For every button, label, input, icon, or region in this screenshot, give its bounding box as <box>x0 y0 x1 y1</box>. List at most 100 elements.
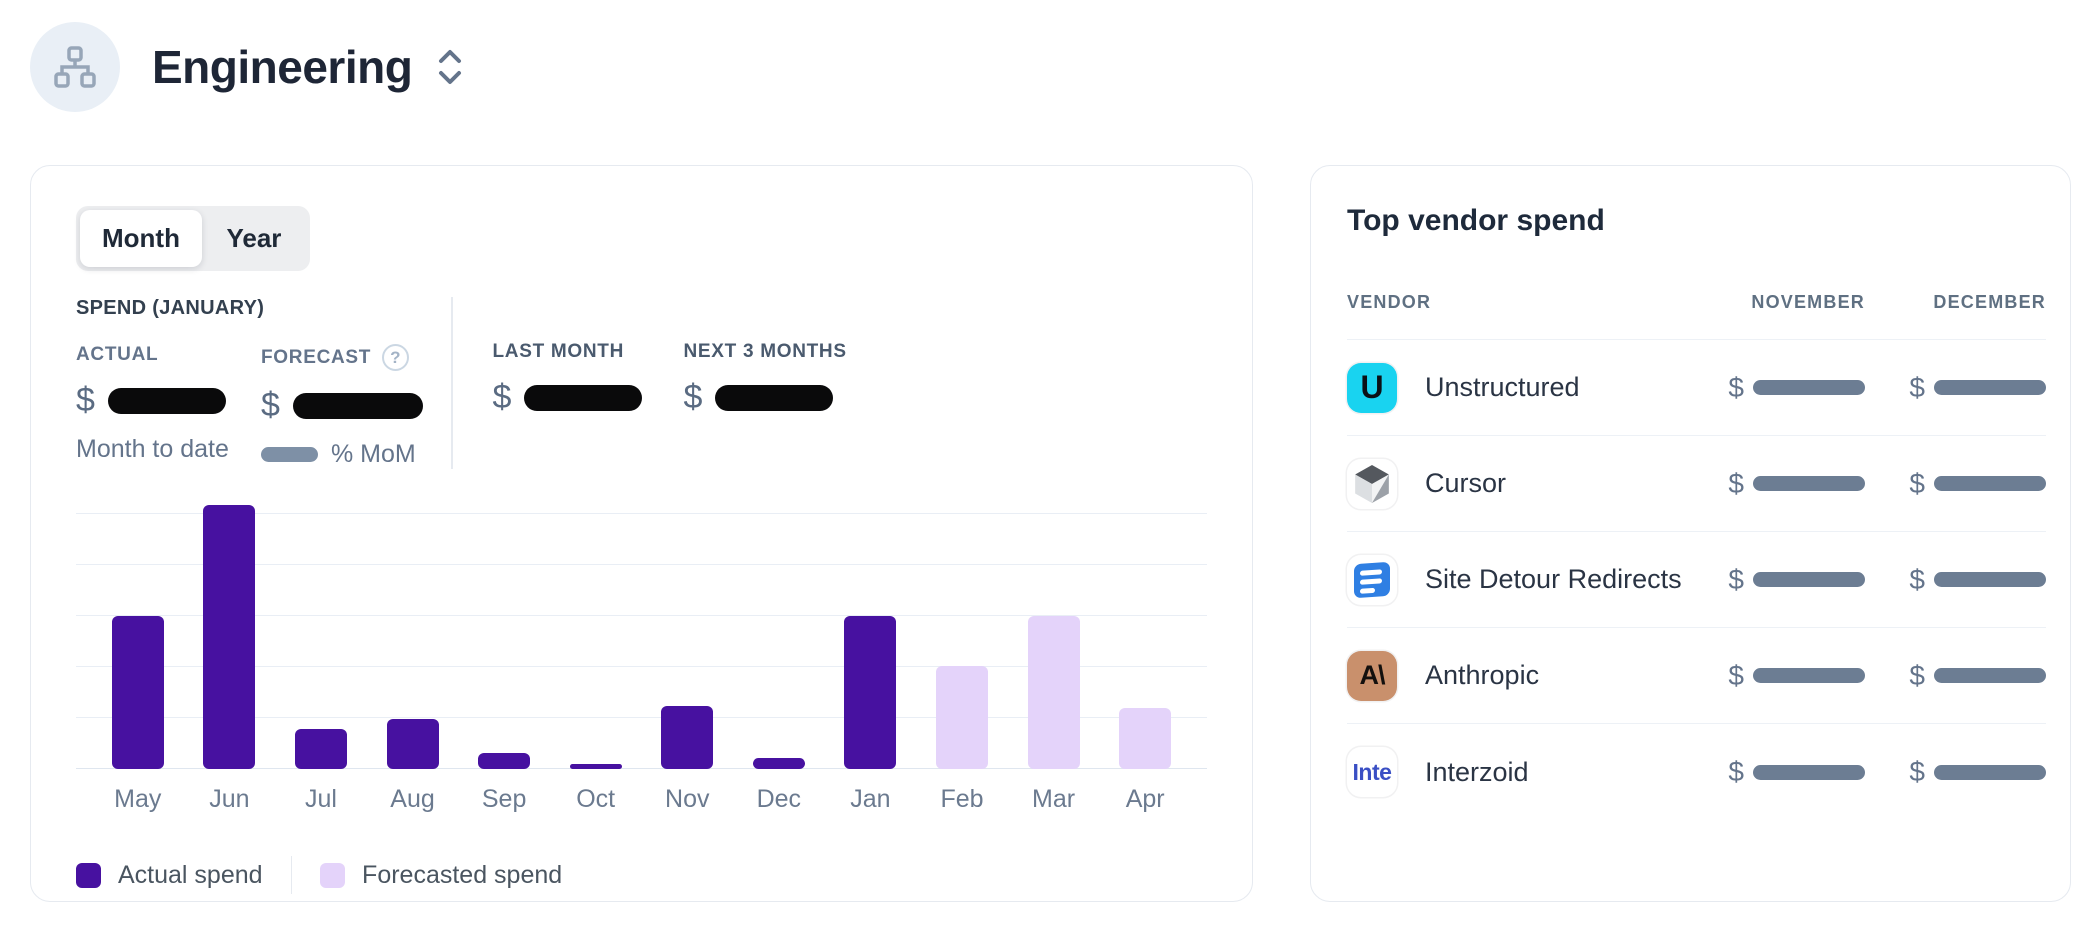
december-spend-cell: $ <box>1901 660 2046 692</box>
november-spend-cell: $ <box>1720 564 1865 596</box>
month-label-mar: Mar <box>1032 785 1076 813</box>
legend-label: Forecasted spend <box>362 860 563 889</box>
vendor-column-header: VENDOR <box>1347 292 1432 312</box>
redacted-value-pill <box>1934 572 2046 587</box>
cursor-logo-icon <box>1347 458 1397 509</box>
gridline <box>76 563 1207 565</box>
actual-bar-jul[interactable] <box>294 729 347 769</box>
gridline <box>76 614 1207 616</box>
actual-bar-jan[interactable] <box>844 615 897 769</box>
november-spend-cell: $ <box>1720 660 1865 692</box>
forecast-bar-feb[interactable] <box>935 666 988 769</box>
legend-item-actual: Actual spend <box>76 861 263 890</box>
november-column-header: NOVEMBER <box>1751 292 1865 312</box>
chart-plot-area <box>76 499 1207 769</box>
month-label-jan: Jan <box>850 785 891 813</box>
currency-symbol: $ <box>1909 371 1925 403</box>
toggle-year-button[interactable]: Year <box>202 210 306 267</box>
vendor-name: Anthropic <box>1425 660 1540 690</box>
interzoid-logo-icon: Inte <box>1347 747 1397 797</box>
currency-symbol: $ <box>1909 756 1925 787</box>
bar-slot-oct <box>550 499 642 769</box>
last-month-label: LAST MONTH <box>492 341 625 362</box>
actual-bar-nov[interactable] <box>661 705 714 769</box>
bar-slot-feb <box>916 499 1008 769</box>
november-spend-cell: $ <box>1720 372 1865 404</box>
vendor-row-unstructured[interactable]: U Unstructured $ $ <box>1347 340 2046 436</box>
org-chart-icon <box>54 46 96 88</box>
month-label-apr: Apr <box>1125 785 1165 813</box>
bar-slot-aug <box>367 499 459 769</box>
redacted-value-pill <box>715 384 834 411</box>
chart-legend: Actual spend Forecasted spend <box>76 856 1207 894</box>
chevron-up-down-icon[interactable] <box>438 49 462 85</box>
currency-symbol: $ <box>1728 467 1744 499</box>
spend-section-title: SPEND (JANUARY) <box>76 297 265 319</box>
currency-symbol: $ <box>1728 756 1744 787</box>
currency-symbol: $ <box>1728 563 1744 595</box>
currency-symbol: $ <box>1728 371 1744 403</box>
actual-bar-oct[interactable] <box>569 763 622 769</box>
month-label-oct: Oct <box>576 785 616 813</box>
bar-slot-jun <box>184 499 276 769</box>
month-label-aug: Aug <box>390 785 435 813</box>
anthropic-logo-icon: A\ <box>1347 650 1397 701</box>
spend-bar-chart: May Jun Jul Aug Sep Oct Nov Dec Jan Feb Mar Apr <box>76 499 1207 814</box>
page-header: Engineering <box>30 22 462 112</box>
redacted-value-pill <box>1934 380 2046 395</box>
workspace-selector[interactable]: Engineering <box>152 40 462 94</box>
vendor-row-cursor[interactable]: Cursor $ $ <box>1347 436 2046 532</box>
vendor-row-anthropic[interactable]: A\ Anthropic $ $ <box>1347 628 2046 724</box>
vendor-table-header: VENDOR NOVEMBER DECEMBER <box>1347 292 2046 340</box>
x-axis-labels: May Jun Jul Aug Sep Oct Nov Dec Jan Feb Mar Apr <box>76 785 1207 814</box>
currency-symbol: $ <box>261 386 280 424</box>
actual-bar-dec[interactable] <box>752 758 805 769</box>
redacted-mom-pill <box>261 447 318 462</box>
december-spend-cell: $ <box>1901 372 2046 404</box>
december-spend-cell: $ <box>1901 468 2046 500</box>
redacted-value-pill <box>1753 476 1865 491</box>
gridline <box>76 665 1207 667</box>
redacted-value-pill <box>292 392 423 419</box>
redacted-value-pill <box>1934 764 2046 780</box>
actual-bar-sep[interactable] <box>478 753 531 769</box>
forecast-bar-mar[interactable] <box>1027 615 1080 769</box>
actual-bar-aug[interactable] <box>386 718 439 769</box>
month-label-dec: Dec <box>756 785 802 813</box>
currency-symbol: $ <box>1909 563 1925 595</box>
last-month-metric: LAST MONTH $ <box>493 341 660 469</box>
actual-bar-may[interactable] <box>111 615 164 769</box>
month-label-sep: Sep <box>481 785 527 813</box>
site-detour-redirects-logo-icon <box>1347 554 1397 605</box>
currency-symbol: $ <box>76 381 95 419</box>
currency-symbol: $ <box>1728 659 1744 691</box>
next-3-months-label: NEXT 3 MONTHS <box>683 341 847 362</box>
vendor-card-title: Top vendor spend <box>1347 204 1605 237</box>
bar-slot-apr <box>1099 499 1191 769</box>
redacted-value-pill <box>1934 668 2046 683</box>
spend-history-block: LAST MONTH $ NEXT 3 MONTHS $ <box>493 297 851 469</box>
actual-label: ACTUAL <box>76 344 159 365</box>
month-label-jun: Jun <box>209 785 250 813</box>
redacted-value-pill <box>1753 380 1865 395</box>
legend-item-forecast: Forecasted spend <box>320 861 562 890</box>
toggle-month-button[interactable]: Month <box>80 210 202 267</box>
month-label-may: May <box>114 785 162 813</box>
month-label-jul: Jul <box>304 785 337 813</box>
vendor-name: Cursor <box>1425 468 1507 498</box>
bar-slot-jan <box>825 499 917 769</box>
forecast-bar-apr[interactable] <box>1119 708 1172 769</box>
month-label-feb: Feb <box>940 785 984 813</box>
avatar <box>30 22 120 112</box>
vendor-row-site-detour-redirects[interactable]: Site Detour Redirects $ $ <box>1347 532 2046 628</box>
vendor-row-interzoid[interactable]: Inte Interzoid $ $ <box>1347 724 2046 820</box>
vendor-name: Site Detour Redirects <box>1425 564 1682 594</box>
bar-slot-mar <box>1008 499 1100 769</box>
actual-bar-jun[interactable] <box>203 505 256 769</box>
currency-symbol: $ <box>683 378 703 416</box>
bar-slot-may <box>92 499 184 769</box>
redacted-value-pill <box>1753 572 1865 587</box>
forecast-label: FORECAST <box>261 346 372 368</box>
december-spend-cell: $ <box>1901 564 2046 596</box>
question-circle-icon[interactable]: ? <box>382 344 410 371</box>
